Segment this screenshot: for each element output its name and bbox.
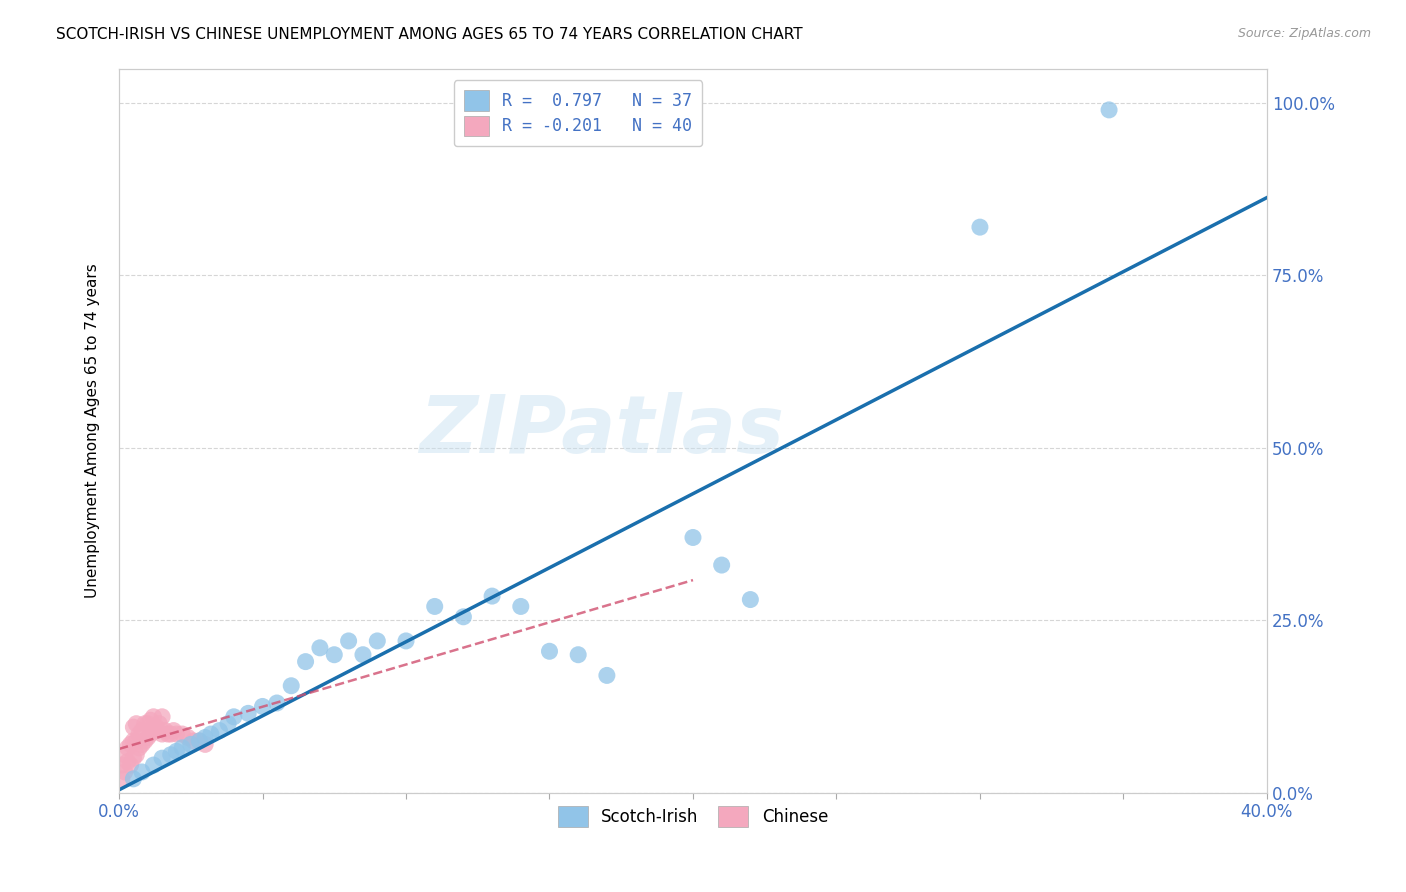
Point	[150, 710, 173, 724]
Point	[145, 720, 167, 734]
Point	[172, 727, 194, 741]
Point	[180, 738, 202, 752]
Point	[222, 710, 245, 724]
Point	[183, 734, 205, 748]
Text: SCOTCH-IRISH VS CHINESE UNEMPLOYMENT AMONG AGES 65 TO 74 YEARS CORRELATION CHART: SCOTCH-IRISH VS CHINESE UNEMPLOYMENT AMO…	[56, 27, 803, 42]
Point	[122, 751, 145, 765]
Point	[142, 723, 165, 738]
Point	[323, 648, 346, 662]
Point	[453, 609, 475, 624]
Point	[194, 731, 217, 745]
Point	[148, 716, 170, 731]
Point	[159, 727, 181, 741]
Legend: Scotch-Irish, Chinese: Scotch-Irish, Chinese	[550, 798, 837, 835]
Point	[111, 772, 134, 786]
Point	[481, 589, 503, 603]
Point	[120, 758, 142, 772]
Point	[596, 668, 619, 682]
Point	[117, 740, 139, 755]
Point	[142, 758, 165, 772]
Point	[238, 706, 260, 721]
Point	[139, 727, 162, 741]
Point	[117, 755, 139, 769]
Point	[188, 734, 211, 748]
Point	[538, 644, 561, 658]
Point	[177, 731, 200, 745]
Point	[165, 727, 187, 741]
Point	[136, 731, 159, 745]
Point	[114, 764, 136, 779]
Point	[156, 727, 179, 741]
Point	[142, 710, 165, 724]
Y-axis label: Unemployment Among Ages 65 to 74 years: Unemployment Among Ages 65 to 74 years	[86, 263, 100, 598]
Point	[208, 723, 231, 738]
Point	[114, 747, 136, 762]
Point	[337, 634, 360, 648]
Point	[172, 740, 194, 755]
Point	[266, 696, 288, 710]
Point	[134, 734, 156, 748]
Point	[159, 747, 181, 762]
Point	[150, 727, 173, 741]
Point	[423, 599, 446, 614]
Point	[134, 716, 156, 731]
Point	[252, 699, 274, 714]
Point	[136, 716, 159, 731]
Point	[1098, 103, 1121, 117]
Point	[309, 640, 332, 655]
Point	[280, 679, 302, 693]
Point	[509, 599, 531, 614]
Point	[131, 723, 153, 738]
Point	[165, 744, 187, 758]
Point	[366, 634, 388, 648]
Point	[969, 220, 991, 235]
Point	[352, 648, 374, 662]
Point	[153, 723, 176, 738]
Point	[120, 738, 142, 752]
Point	[128, 727, 150, 741]
Point	[125, 747, 148, 762]
Point	[128, 740, 150, 755]
Point	[200, 727, 222, 741]
Point	[122, 734, 145, 748]
Point	[294, 655, 316, 669]
Point	[125, 716, 148, 731]
Point	[682, 531, 704, 545]
Point	[395, 634, 418, 648]
Point	[162, 723, 184, 738]
Text: Source: ZipAtlas.com: Source: ZipAtlas.com	[1237, 27, 1371, 40]
Point	[710, 558, 733, 572]
Point	[217, 716, 239, 731]
Point	[150, 751, 173, 765]
Point	[567, 648, 589, 662]
Point	[131, 738, 153, 752]
Point	[111, 758, 134, 772]
Text: ZIPatlas: ZIPatlas	[419, 392, 783, 469]
Point	[139, 713, 162, 727]
Point	[122, 720, 145, 734]
Point	[125, 734, 148, 748]
Point	[131, 764, 153, 779]
Point	[122, 772, 145, 786]
Point	[194, 738, 217, 752]
Point	[188, 734, 211, 748]
Point	[740, 592, 762, 607]
